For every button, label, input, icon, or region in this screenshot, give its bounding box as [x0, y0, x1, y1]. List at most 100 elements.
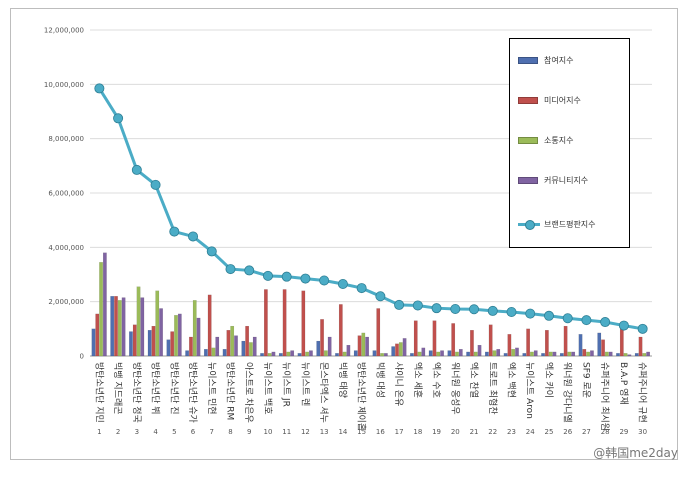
y-tick-label: 4,000,000 [48, 244, 84, 252]
brand-reputation-point [300, 273, 311, 284]
participation-bar [147, 330, 152, 357]
community-bar [608, 351, 613, 357]
communication-bar [548, 351, 553, 357]
participation-bar [559, 353, 564, 357]
community-bar [196, 317, 201, 357]
brand-reputation-point [394, 299, 405, 310]
legend-swatch-community [518, 176, 538, 184]
community-bar [440, 350, 444, 357]
brand-reputation-point [169, 226, 180, 237]
communication-bar [492, 350, 497, 357]
media-bar [207, 294, 212, 357]
x-category-label: SF9 로운 [580, 362, 591, 398]
brand-reputation-point [188, 231, 199, 242]
media-bar [432, 320, 437, 357]
communication-bar [586, 351, 590, 357]
media-bar [507, 334, 512, 357]
media-bar [114, 296, 118, 357]
x-category-label: 뉴이스트 렌 [299, 362, 310, 406]
media-bar [563, 325, 568, 357]
media-bar [376, 308, 381, 357]
communication-bar [417, 351, 422, 357]
brand-reputation-point [281, 271, 292, 282]
communication-bar [174, 315, 178, 357]
rank-label: 11 [282, 428, 291, 436]
y-axis: 0 2,000,000 4,000,000 6,000,000 8,000,000 10,… [44, 27, 84, 361]
media-bar [545, 330, 549, 357]
communication-bar [342, 351, 347, 357]
communication-bar [99, 262, 103, 357]
rank-label: 13 [320, 428, 329, 436]
rank-label: 16 [376, 428, 385, 436]
x-category-label: 방탄소년단 지민 [93, 362, 104, 423]
participation-bar [597, 332, 602, 357]
media-bar [151, 325, 156, 357]
rank-label: 23 [507, 428, 516, 436]
rank-label: 30 [638, 428, 647, 436]
communication-bar [305, 351, 309, 357]
brand-reputation-point [450, 304, 461, 315]
media-bar [488, 324, 493, 357]
community-bar [384, 353, 388, 357]
media-bar [338, 304, 343, 357]
communication-bar [511, 349, 516, 357]
communication-bar [380, 353, 384, 357]
community-bar [402, 338, 407, 357]
legend-line-brand-reputation [518, 219, 540, 230]
x-category-label: 방탄소년단 정국 [131, 362, 142, 423]
community-bar [159, 308, 163, 357]
brand-reputation-point [131, 164, 142, 175]
communication-bar [642, 353, 647, 357]
brand-reputation-point [225, 264, 236, 275]
brand-reputation-point [469, 304, 480, 315]
community-bar [252, 336, 257, 357]
x-category-label: 방탄소년단 RM [225, 362, 236, 420]
communication-bar [530, 351, 534, 357]
media-bar [470, 330, 474, 357]
rank-label: 4 [153, 428, 158, 436]
media-bar [245, 325, 249, 357]
x-category-label: 엑소 찬열 [468, 362, 480, 398]
rank-label: 21 [470, 428, 479, 436]
y-tick-label: 6,000,000 [48, 190, 84, 198]
rank-label: 25 [545, 428, 554, 436]
x-category-label: 뉴이스트 민현 [206, 362, 217, 415]
media-bar [264, 289, 268, 357]
brand-reputation-point [506, 306, 517, 317]
participation-bar [578, 334, 583, 357]
participation-bar [447, 350, 452, 357]
legend-label-brand-reputation: 브랜드평판지수 [544, 219, 596, 229]
x-category-label: B.A.P 영재 [618, 362, 629, 405]
brand-reputation-point [356, 283, 367, 294]
community-bar [477, 344, 482, 357]
communication-bar [155, 290, 160, 357]
bar-series [91, 252, 650, 357]
rank-label: 27 [582, 428, 591, 436]
communication-bar [455, 351, 459, 357]
community-bar [627, 354, 632, 357]
x-category-label: 워너원 옹성우 [449, 362, 460, 415]
rank-label: 15 [357, 428, 366, 436]
rank-label: 3 [135, 428, 139, 436]
x-category-label: 방탄소년단 제이홉 [356, 362, 368, 431]
media-bar [357, 335, 362, 357]
media-bar [601, 339, 605, 357]
brand-reputation-point [319, 275, 330, 286]
media-bar [95, 313, 100, 357]
brand-reputation-point [262, 270, 273, 281]
x-category-label: 몬스타엑스 셔누 [318, 362, 330, 423]
x-category-label: 슈퍼주니어 규현 [637, 362, 648, 423]
brand-reputation-point [206, 246, 217, 257]
communication-bar [398, 342, 403, 357]
participation-bar [353, 350, 358, 357]
community-bar [121, 297, 126, 357]
rank-label: 6 [191, 428, 196, 436]
community-bar [271, 351, 276, 357]
brand-reputation-point [618, 320, 629, 331]
community-bar [590, 350, 594, 357]
community-bar [458, 349, 463, 357]
legend: 참여지수 미디어지수 소통지수 커뮤니티지수 브랜드평판지수 [509, 38, 630, 248]
legend-swatch-communication [518, 136, 538, 144]
rank-label: 12 [301, 428, 310, 436]
